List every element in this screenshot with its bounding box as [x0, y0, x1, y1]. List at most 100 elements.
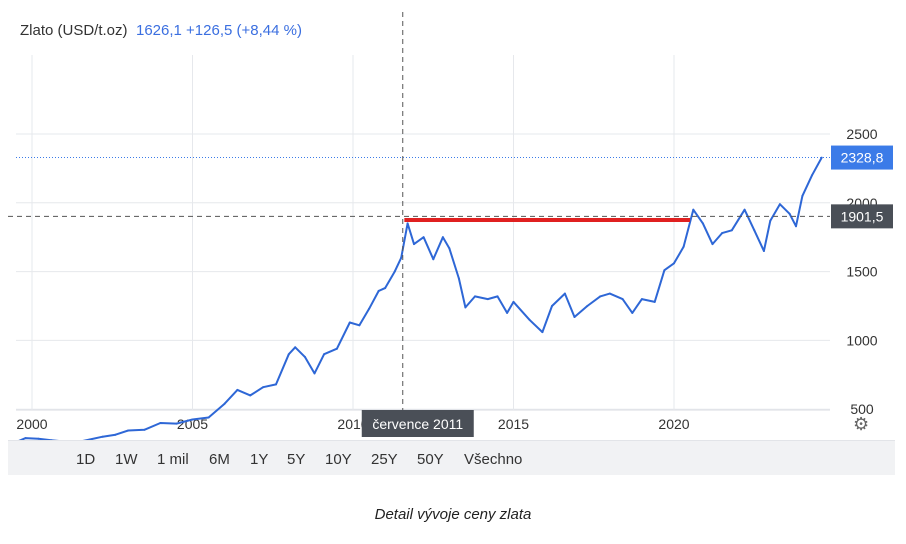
- data-point: [769, 219, 772, 222]
- data-point: [432, 258, 435, 261]
- range-25y-button[interactable]: 25Y: [371, 451, 398, 468]
- data-point: [730, 229, 733, 232]
- data-point: [175, 422, 178, 425]
- x-tick-label: 2005: [177, 416, 208, 432]
- data-point: [573, 316, 576, 318]
- data-point: [37, 437, 40, 440]
- last-price-badge: [831, 145, 893, 170]
- x-tick-label: 2015: [498, 416, 529, 432]
- data-point: [563, 292, 566, 295]
- data-point: [448, 247, 451, 250]
- range-1y-button[interactable]: 1Y: [250, 451, 269, 468]
- y-tick-label: 2500: [846, 126, 877, 142]
- data-point: [506, 311, 509, 314]
- range-1w-button[interactable]: 1W: [115, 451, 138, 468]
- last-price-label: 2328,8: [841, 150, 884, 166]
- data-point: [406, 222, 409, 225]
- range-50y-button[interactable]: 50Y: [417, 451, 444, 468]
- data-point: [512, 300, 515, 303]
- figure-caption: Detail vývoje ceny zlata: [374, 506, 532, 523]
- data-point: [368, 307, 371, 310]
- data-point: [653, 300, 656, 303]
- data-point: [486, 298, 489, 301]
- x-tick-label: 2020: [658, 416, 689, 432]
- data-point: [608, 292, 611, 295]
- data-point: [287, 353, 290, 356]
- data-point: [275, 383, 277, 386]
- data-point: [753, 229, 756, 232]
- data-point: [143, 428, 146, 431]
- range-6m-button[interactable]: 6M: [209, 451, 230, 468]
- range-1mil-button[interactable]: 1 mil: [157, 451, 189, 468]
- gold-price-series-line: [15, 157, 823, 444]
- range-all-button[interactable]: Všechno: [464, 451, 523, 468]
- data-point: [801, 194, 804, 197]
- data-point: [236, 388, 239, 391]
- range-5y-button[interactable]: 5Y: [287, 451, 306, 468]
- data-point: [159, 422, 162, 424]
- gear-icon[interactable]: ⚙: [853, 414, 870, 434]
- data-point: [474, 295, 476, 298]
- data-point: [496, 295, 499, 298]
- data-point: [393, 270, 396, 273]
- data-point: [811, 174, 813, 177]
- range-10y-button[interactable]: 10Y: [325, 451, 352, 468]
- data-point: [114, 433, 117, 436]
- data-point: [711, 243, 714, 246]
- data-point: [377, 289, 380, 292]
- data-point: [262, 386, 265, 389]
- data-point: [303, 355, 306, 358]
- data-point: [551, 305, 553, 307]
- data-point: [743, 208, 746, 211]
- data-point: [820, 156, 823, 159]
- data-point: [701, 222, 704, 225]
- crosshair-date-badge: [361, 410, 474, 437]
- range-1d-button[interactable]: 1D: [76, 451, 96, 468]
- data-point: [762, 250, 765, 252]
- data-point: [721, 232, 724, 235]
- data-point: [457, 277, 460, 280]
- data-point: [335, 347, 338, 350]
- x-tick-label: 2000: [16, 416, 47, 432]
- data-point: [348, 321, 351, 324]
- data-point: [384, 287, 387, 290]
- data-point: [528, 318, 531, 321]
- data-point: [400, 256, 403, 259]
- time-range-bar: 1D 1W 1 mil 6M 1Y 5Y 10Y 25Y 50Y Všechno: [8, 440, 895, 475]
- data-point: [631, 311, 634, 314]
- data-point: [127, 429, 130, 432]
- y-tick-label: 1000: [846, 332, 877, 348]
- price-change-stats: 1626,1 +126,5 (+8,44 %): [136, 22, 302, 39]
- y-tick-label: 1500: [846, 264, 877, 280]
- data-point: [223, 402, 226, 405]
- data-point: [599, 295, 602, 298]
- chart-title: Zlato (USD/t.oz): [20, 22, 128, 39]
- data-point: [673, 262, 675, 265]
- data-point: [422, 236, 425, 239]
- data-point: [778, 203, 781, 206]
- y-tick-label: 500: [850, 401, 874, 417]
- data-point: [191, 418, 194, 421]
- data-point: [541, 331, 544, 334]
- data-point: [640, 298, 643, 301]
- data-point: [692, 208, 695, 211]
- data-point: [682, 245, 685, 248]
- data-point: [795, 225, 797, 228]
- data-point: [586, 305, 589, 307]
- crosshair-price-label: 1901,5: [841, 208, 884, 224]
- data-point: [441, 236, 444, 239]
- x-tick-label: 2010: [337, 416, 368, 432]
- data-point: [788, 212, 791, 215]
- data-point: [207, 416, 210, 419]
- data-point: [294, 346, 297, 349]
- data-point: [24, 437, 27, 440]
- data-point: [621, 298, 624, 301]
- data-point: [663, 269, 666, 272]
- data-point: [323, 353, 326, 356]
- data-point: [358, 324, 361, 327]
- data-point: [101, 435, 104, 438]
- data-point: [413, 243, 415, 246]
- data-point: [249, 394, 252, 397]
- data-point: [313, 372, 316, 375]
